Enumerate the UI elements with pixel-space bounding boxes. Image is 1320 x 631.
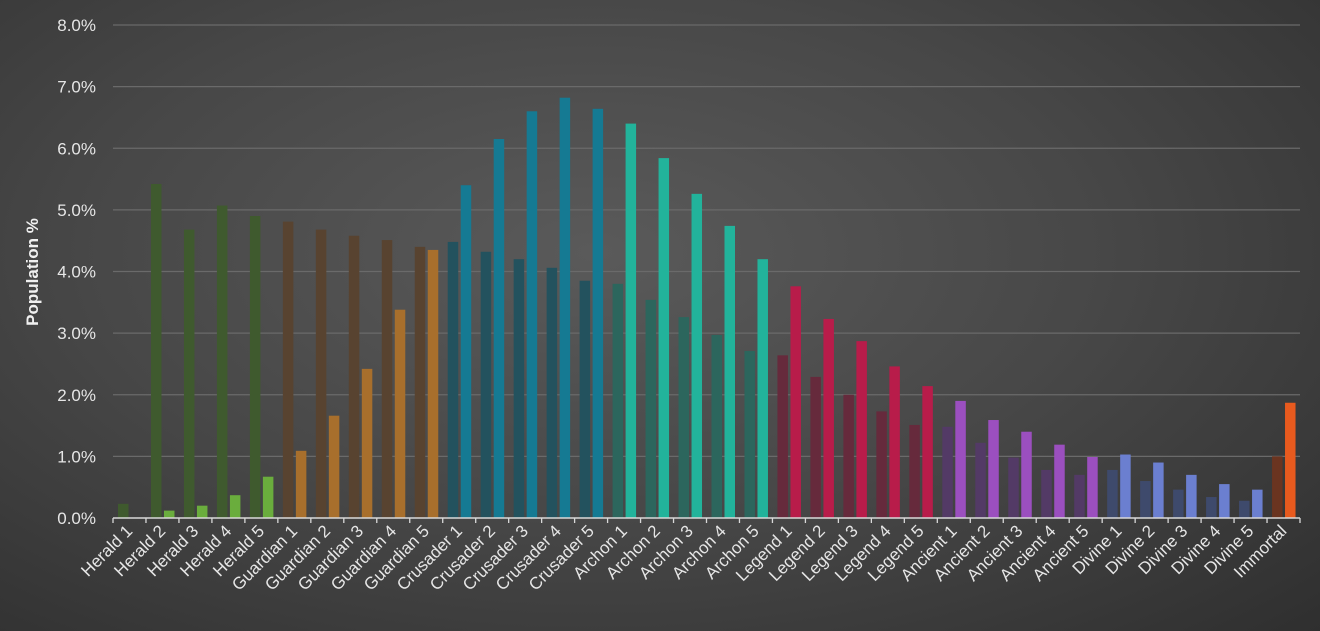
bar-bright-crusader-4 [559,97,571,518]
bar-dim-ancient-4 [1041,469,1052,518]
bar-dim-guardian-1 [282,221,294,519]
bar-dim-guardian-2 [315,229,327,518]
y-tick-label: 6.0% [57,139,96,158]
bar-dim-immortal [1272,456,1283,518]
bar-dim-divine-1 [1107,469,1118,518]
bar-dim-legend-1 [777,355,788,518]
bar-dim-legend-4 [876,411,887,518]
bar-bright-legend-1 [790,286,801,518]
bar-bright-divine-2 [1153,462,1164,518]
bar-dim-archon-5 [744,350,755,518]
bar-bright-archon-5 [757,259,768,518]
bars [118,97,1296,519]
bar-bright-herald-4 [229,495,241,518]
bar-bright-ancient-5 [1087,456,1098,518]
bar-bright-ancient-1 [955,400,966,518]
x-axis [112,517,1301,523]
bar-bright-divine-4 [1219,484,1230,518]
bar-bright-ancient-3 [1021,431,1032,518]
bar-bright-legend-5 [922,386,933,518]
bar-dim-archon-4 [711,334,722,518]
bar-bright-guardian-3 [361,368,373,518]
bar-dim-ancient-3 [1008,457,1019,518]
bar-bright-crusader-1 [460,185,472,518]
bar-bright-guardian-5 [427,249,439,518]
bar-bright-legend-3 [856,341,867,518]
bar-bright-archon-1 [625,123,637,518]
bar-bright-guardian-4 [394,309,406,518]
bar-bright-archon-2 [658,158,670,519]
bar-dim-herald-3 [183,229,195,518]
bar-dim-crusader-5 [579,280,591,518]
y-tick-label: 4.0% [57,263,96,282]
gridlines [113,24,1300,458]
bar-bright-archon-3 [691,193,703,519]
bar-bright-ancient-2 [988,420,999,518]
bar-bright-divine-5 [1252,489,1263,518]
bar-dim-guardian-4 [381,240,393,519]
bar-dim-archon-1 [612,283,624,518]
bar-dim-crusader-4 [546,267,558,518]
bar-bright-crusader-5 [592,108,604,518]
bar-dim-crusader-3 [513,259,525,518]
bar-dim-crusader-1 [447,241,459,519]
bar-dim-legend-2 [810,376,821,518]
y-tick-label: 1.0% [57,447,96,466]
y-tick-label: 5.0% [57,201,96,220]
bar-bright-divine-1 [1120,454,1131,518]
bar-dim-ancient-2 [975,442,986,518]
bar-bright-divine-3 [1186,474,1197,518]
bar-dim-herald-4 [216,205,228,518]
bar-dim-divine-4 [1206,497,1217,518]
bar-bright-legend-4 [889,366,900,518]
bar-bright-guardian-2 [328,415,340,518]
y-tick-label: 0.0% [57,509,96,528]
bar-bright-herald-5 [262,476,274,518]
bar-dim-crusader-2 [480,251,492,518]
bar-dim-divine-3 [1173,489,1184,518]
bar-dim-divine-2 [1140,481,1151,518]
bar-dim-legend-5 [909,424,920,518]
bar-dim-ancient-1 [942,426,953,518]
bar-bright-legend-2 [823,318,834,518]
bar-bright-herald-3 [196,505,208,518]
y-tick-label: 7.0% [57,78,96,97]
bar-dim-herald-5 [249,216,261,518]
y-tick-label: 8.0% [57,16,96,35]
bar-dim-legend-3 [843,394,854,518]
y-tick-label: 2.0% [57,386,96,405]
bar-dim-guardian-5 [414,246,426,518]
bar-bright-guardian-1 [295,450,307,518]
bar-bright-crusader-3 [526,111,538,519]
bar-bright-archon-4 [724,225,735,518]
y-tick-label: 3.0% [57,324,96,343]
bar-dim-archon-3 [678,317,690,518]
bar-dim-guardian-3 [348,235,360,518]
bar-dim-ancient-5 [1074,474,1085,518]
bar-dim-divine-5 [1239,500,1250,518]
bar-dim-herald-1 [118,503,129,518]
bar-dim-herald-2 [150,183,162,518]
bar-dim-archon-2 [645,299,657,518]
bar-bright-crusader-2 [493,139,505,518]
bar-bright-ancient-4 [1054,444,1065,518]
y-axis-label: Population % [23,218,42,326]
y-axis-ticks: 0.0% 1.0% 2.0% 3.0% 4.0% 5.0% 6.0% 7.0% 8.0% [57,16,96,528]
bar-bright-immortal [1285,402,1296,518]
bar-bright-herald-2 [163,510,175,518]
